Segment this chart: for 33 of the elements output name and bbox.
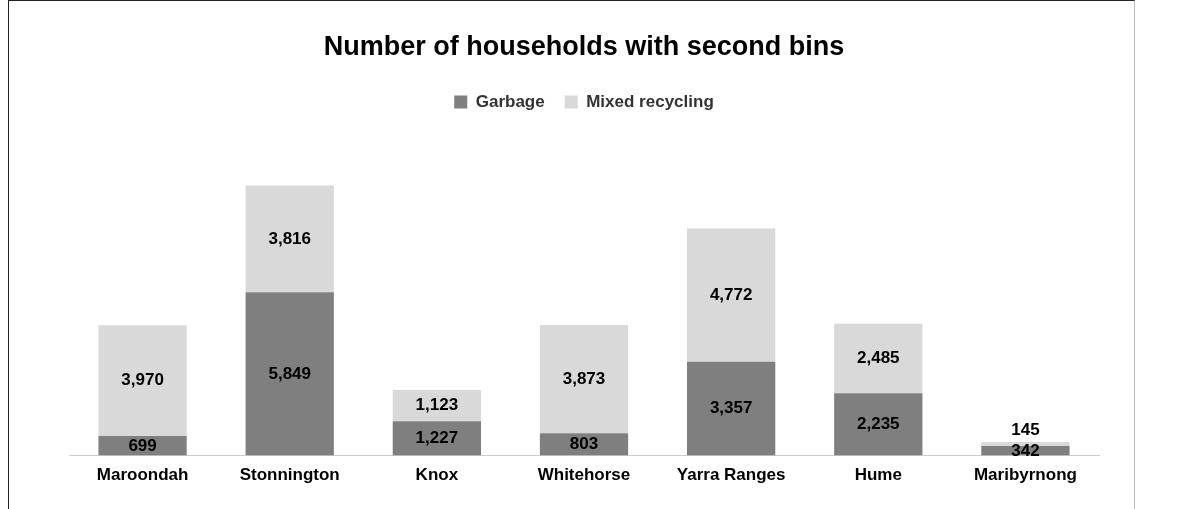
bar [687, 228, 776, 362]
bar [98, 325, 187, 437]
data-label: 1,227 [415, 428, 459, 448]
data-label: 3,970 [121, 370, 164, 390]
data-label: 3,816 [268, 228, 311, 248]
x-tick-label: Hume [854, 465, 902, 485]
data-label: 4,772 [709, 284, 753, 304]
legend-label: Mixed recycling [586, 91, 714, 111]
x-tick-label: Stonnington [239, 465, 340, 485]
legend-label: Garbage [475, 91, 545, 111]
x-tick-label: Whitehorse [537, 465, 631, 485]
x-tick-label: Maroondah [96, 465, 189, 485]
bar [687, 361, 776, 456]
data-label: 3,357 [709, 398, 753, 418]
bar [834, 323, 923, 394]
x-tick-label: Yarra Ranges [676, 465, 786, 485]
data-label: 3,873 [562, 368, 606, 388]
x-tick-label: Knox [415, 465, 459, 485]
data-label: 5,849 [268, 363, 311, 383]
bar [834, 393, 923, 456]
x-tick-label: Maribyrnong [973, 465, 1077, 485]
bar [245, 292, 334, 456]
data-label: 1,123 [415, 395, 459, 415]
bar [245, 185, 334, 293]
data-label: 699 [128, 435, 157, 455]
data-label: 2,235 [857, 414, 900, 434]
bar [392, 421, 481, 456]
data-label: 803 [569, 434, 599, 454]
bar [539, 324, 629, 434]
chart-title: Number of households with second bins [323, 30, 845, 61]
data-label: 2,485 [857, 348, 900, 368]
data-label: 145 [1011, 419, 1040, 439]
data-label: 342 [1011, 440, 1040, 460]
